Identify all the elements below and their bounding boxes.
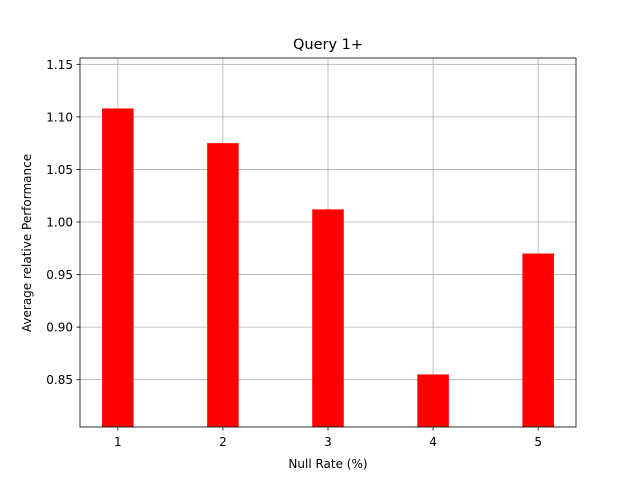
x-tick-label: 2 bbox=[219, 435, 227, 449]
y-tick-label: 1.00 bbox=[46, 216, 73, 230]
bar bbox=[417, 374, 449, 427]
x-tick-label: 4 bbox=[429, 435, 437, 449]
y-axis-label: Average relative Performance bbox=[20, 154, 34, 332]
y-tick-label: 1.05 bbox=[46, 163, 73, 177]
bar bbox=[207, 143, 239, 427]
y-tick-label: 0.95 bbox=[46, 268, 73, 282]
chart-title: Query 1+ bbox=[293, 37, 363, 53]
bars bbox=[102, 108, 554, 427]
x-axis-label: Null Rate (%) bbox=[288, 457, 367, 471]
x-axis-ticks: 1 2 3 4 5 bbox=[114, 427, 542, 449]
bar bbox=[522, 253, 554, 427]
x-tick-label: 3 bbox=[324, 435, 332, 449]
x-tick-label: 1 bbox=[114, 435, 122, 449]
y-tick-label: 1.15 bbox=[46, 58, 73, 72]
bar bbox=[312, 209, 344, 427]
y-tick-label: 0.85 bbox=[46, 373, 73, 387]
y-axis-ticks: 0.85 0.90 0.95 1.00 1.05 1.10 1.15 bbox=[46, 58, 80, 387]
x-tick-label: 5 bbox=[534, 435, 542, 449]
y-tick-label: 1.10 bbox=[46, 110, 73, 124]
bar bbox=[102, 108, 134, 427]
y-tick-label: 0.90 bbox=[46, 321, 73, 335]
